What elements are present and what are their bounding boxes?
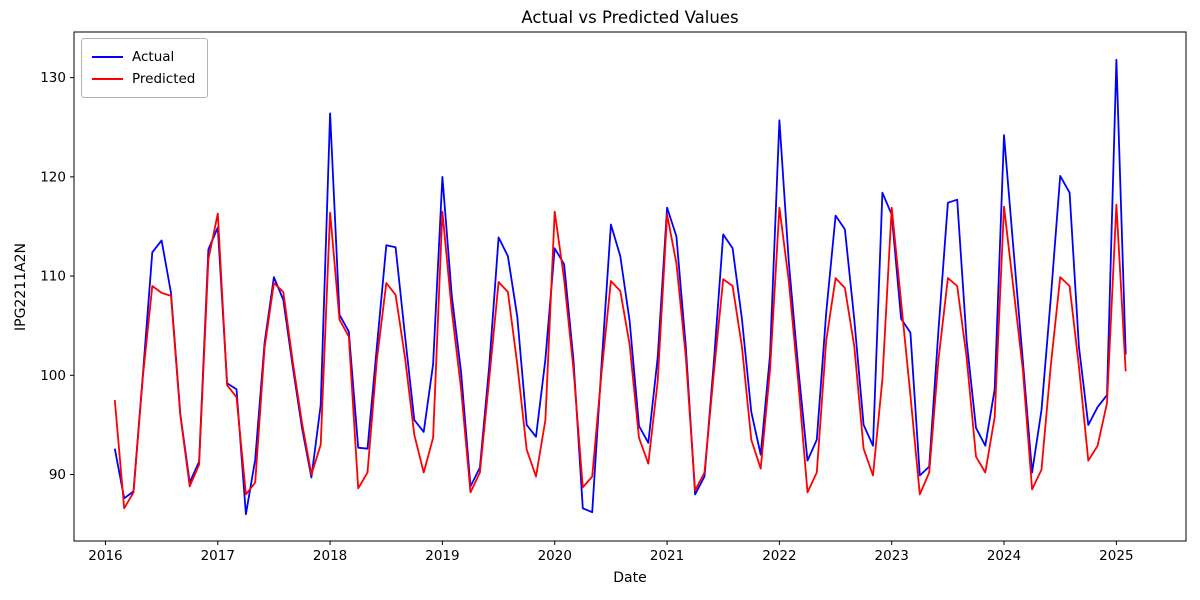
x-tick-label: 2019: [425, 548, 459, 564]
legend-label-predicted: Predicted: [132, 71, 196, 87]
predicted-line-swatch: [92, 78, 123, 80]
plot-frame: [73, 31, 1187, 542]
x-tick-label: 2022: [762, 548, 796, 564]
x-axis-label: Date: [613, 570, 647, 586]
legend-label-actual: Actual: [132, 49, 175, 65]
actual-line-swatch: [92, 56, 123, 58]
legend: Actual Predicted: [81, 38, 209, 98]
y-tick-label: 120: [40, 169, 66, 185]
x-tick-label: 2020: [538, 548, 572, 564]
chart-title: Actual vs Predicted Values: [521, 8, 739, 27]
y-axis-label: IPG2211A2N: [13, 242, 29, 332]
series-line-actual: [113, 58, 1127, 516]
x-tick-label: 2024: [987, 548, 1021, 564]
legend-entry-actual: Actual: [92, 46, 195, 68]
x-tick-label: 2018: [313, 548, 347, 564]
x-tick-label: 2023: [875, 548, 909, 564]
legend-entry-predicted: Predicted: [92, 68, 195, 90]
y-tick-label: 130: [40, 70, 66, 86]
x-tick-label: 2021: [650, 548, 684, 564]
y-tick-label: 90: [49, 467, 66, 483]
series-line-predicted: [113, 203, 1127, 510]
y-tick-label: 110: [40, 269, 66, 285]
x-tick-label: 2017: [201, 548, 235, 564]
y-tick-label: 100: [40, 368, 66, 384]
x-tick-label: 2016: [88, 548, 122, 564]
x-tick-label: 2025: [1099, 548, 1133, 564]
